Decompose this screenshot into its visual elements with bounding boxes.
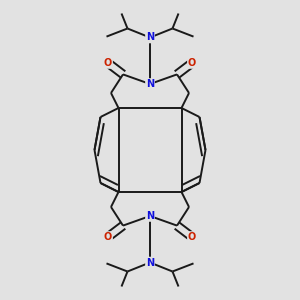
Text: O: O (188, 232, 196, 242)
Text: O: O (188, 58, 196, 68)
Text: N: N (146, 32, 154, 43)
Text: N: N (146, 79, 154, 89)
Text: O: O (104, 232, 112, 242)
Text: N: N (146, 211, 154, 221)
Text: O: O (104, 58, 112, 68)
Text: N: N (146, 257, 154, 268)
